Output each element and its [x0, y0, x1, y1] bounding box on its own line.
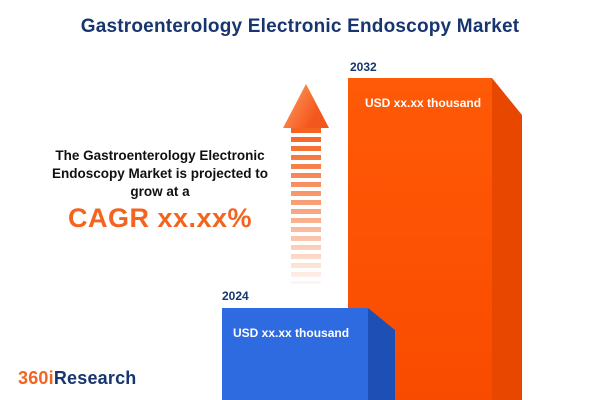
- brand-logo-suffix: Research: [53, 368, 137, 388]
- growth-arrow-icon: [283, 84, 329, 128]
- bar-2032-side-face: [492, 78, 522, 400]
- bar-2024: [222, 308, 368, 400]
- bar-2024-value-label: USD xx.xx thousand: [233, 326, 350, 340]
- description-line-1: The Gastroenterology Electronic: [55, 148, 265, 163]
- page-title: Gastroenterology Electronic Endoscopy Ma…: [80, 16, 520, 37]
- brand-logo-prefix: 360i: [18, 368, 54, 388]
- description-line-3: grow at a: [130, 184, 190, 199]
- description-line-2: Endoscopy Market is projected to: [51, 166, 269, 181]
- bar-2032-value-label: USD xx.xx thousand: [365, 96, 482, 110]
- brand-logo: 360iResearch: [18, 368, 137, 389]
- bar-2024-year-label: 2024: [222, 289, 249, 303]
- description-text: The Gastroenterology Electronic Endoscop…: [20, 147, 300, 201]
- cagr-value: CAGR xx.xx%: [67, 203, 253, 233]
- bar-2032-year-label: 2032: [350, 60, 377, 74]
- growth-arrow-shaft: [291, 128, 321, 284]
